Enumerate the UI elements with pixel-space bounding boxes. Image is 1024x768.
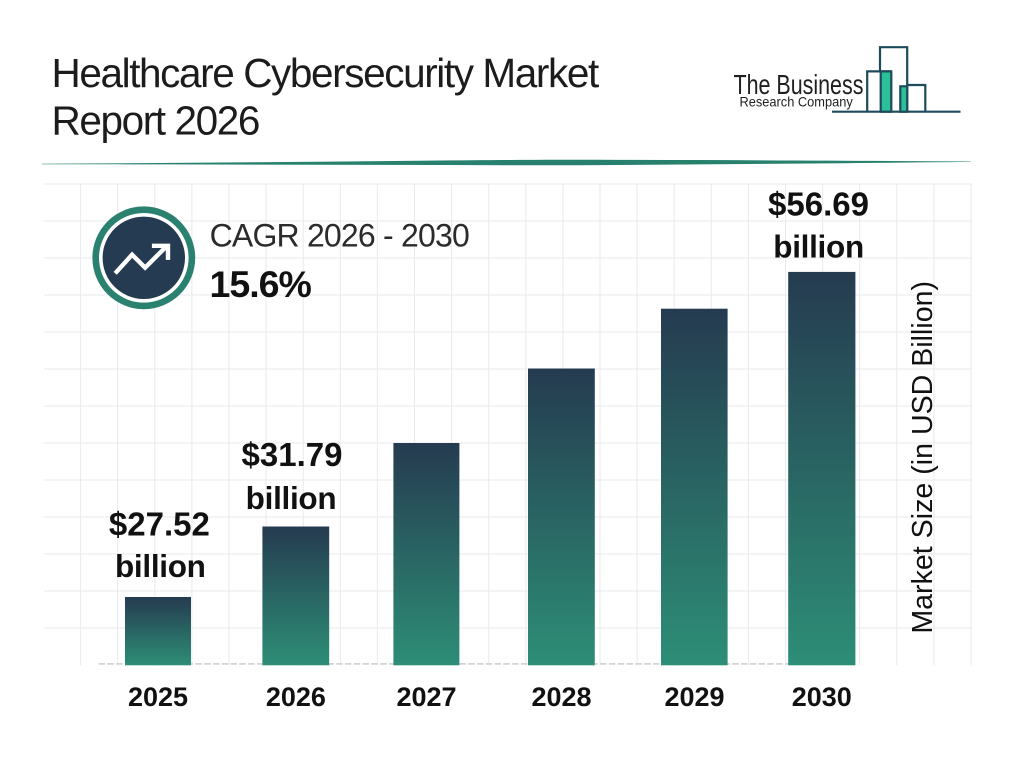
svg-text:Market Size (in USD Billion): Market Size (in USD Billion) (907, 281, 939, 634)
svg-text:Report 2026: Report 2026 (52, 97, 260, 143)
svg-text:2028: 2028 (531, 682, 591, 712)
svg-text:The Business: The Business (734, 69, 864, 100)
svg-text:billion: billion (773, 228, 864, 264)
svg-text:15.6%: 15.6% (210, 263, 312, 305)
svg-text:2030: 2030 (792, 682, 852, 712)
svg-text:billion: billion (115, 548, 206, 584)
svg-text:$31.79: $31.79 (242, 436, 343, 473)
svg-text:CAGR 2026 - 2030: CAGR 2026 - 2030 (210, 218, 469, 254)
svg-text:Research Company: Research Company (740, 94, 854, 109)
svg-text:2029: 2029 (664, 682, 724, 712)
svg-text:2025: 2025 (128, 682, 188, 712)
svg-text:Healthcare Cybersecurity Marke: Healthcare Cybersecurity Market (52, 50, 599, 96)
svg-text:$56.69: $56.69 (768, 186, 869, 223)
svg-text:2027: 2027 (396, 682, 456, 712)
svg-text:billion: billion (246, 480, 337, 516)
svg-text:$27.52: $27.52 (109, 506, 210, 543)
svg-text:2026: 2026 (266, 682, 326, 712)
